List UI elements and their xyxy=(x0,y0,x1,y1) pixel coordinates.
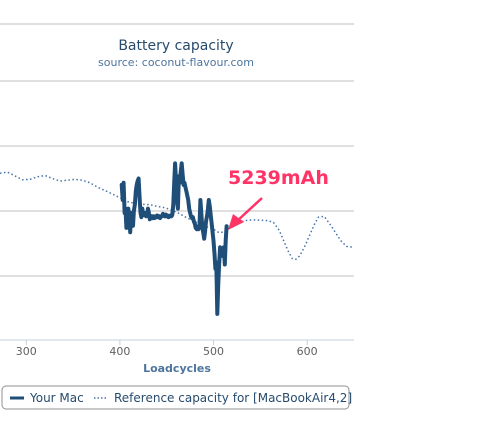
annotation-arrow-head xyxy=(228,214,244,230)
series-line-your-mac xyxy=(119,161,229,316)
grid-lines xyxy=(0,23,354,341)
chart-title: Battery capacity xyxy=(118,38,233,54)
x-tick-label: 400 xyxy=(109,345,130,358)
legend-item-your-mac[interactable]: Your Mac xyxy=(29,391,84,405)
chart-legend: Your Mac Reference capacity for [MacBook… xyxy=(1,385,352,410)
x-tick-label: 500 xyxy=(203,345,224,358)
legend-box xyxy=(1,385,350,410)
series-layer xyxy=(0,161,355,316)
annotation-label: 5239mAh xyxy=(228,167,329,189)
annotation-arrow-shaft xyxy=(235,197,263,223)
legend-item-reference[interactable]: Reference capacity for [MacBookAir4,2] xyxy=(114,391,352,405)
x-axis-title: Loadcycles xyxy=(143,362,211,375)
x-axis-ticks: 300 400 500 600 xyxy=(16,340,318,358)
annotation: 5239mAh xyxy=(228,167,329,230)
x-tick-label: 600 xyxy=(297,345,318,358)
x-tick-label: 300 xyxy=(16,345,37,358)
chart-subtitle: source: coconut-flavour.com xyxy=(98,56,254,69)
